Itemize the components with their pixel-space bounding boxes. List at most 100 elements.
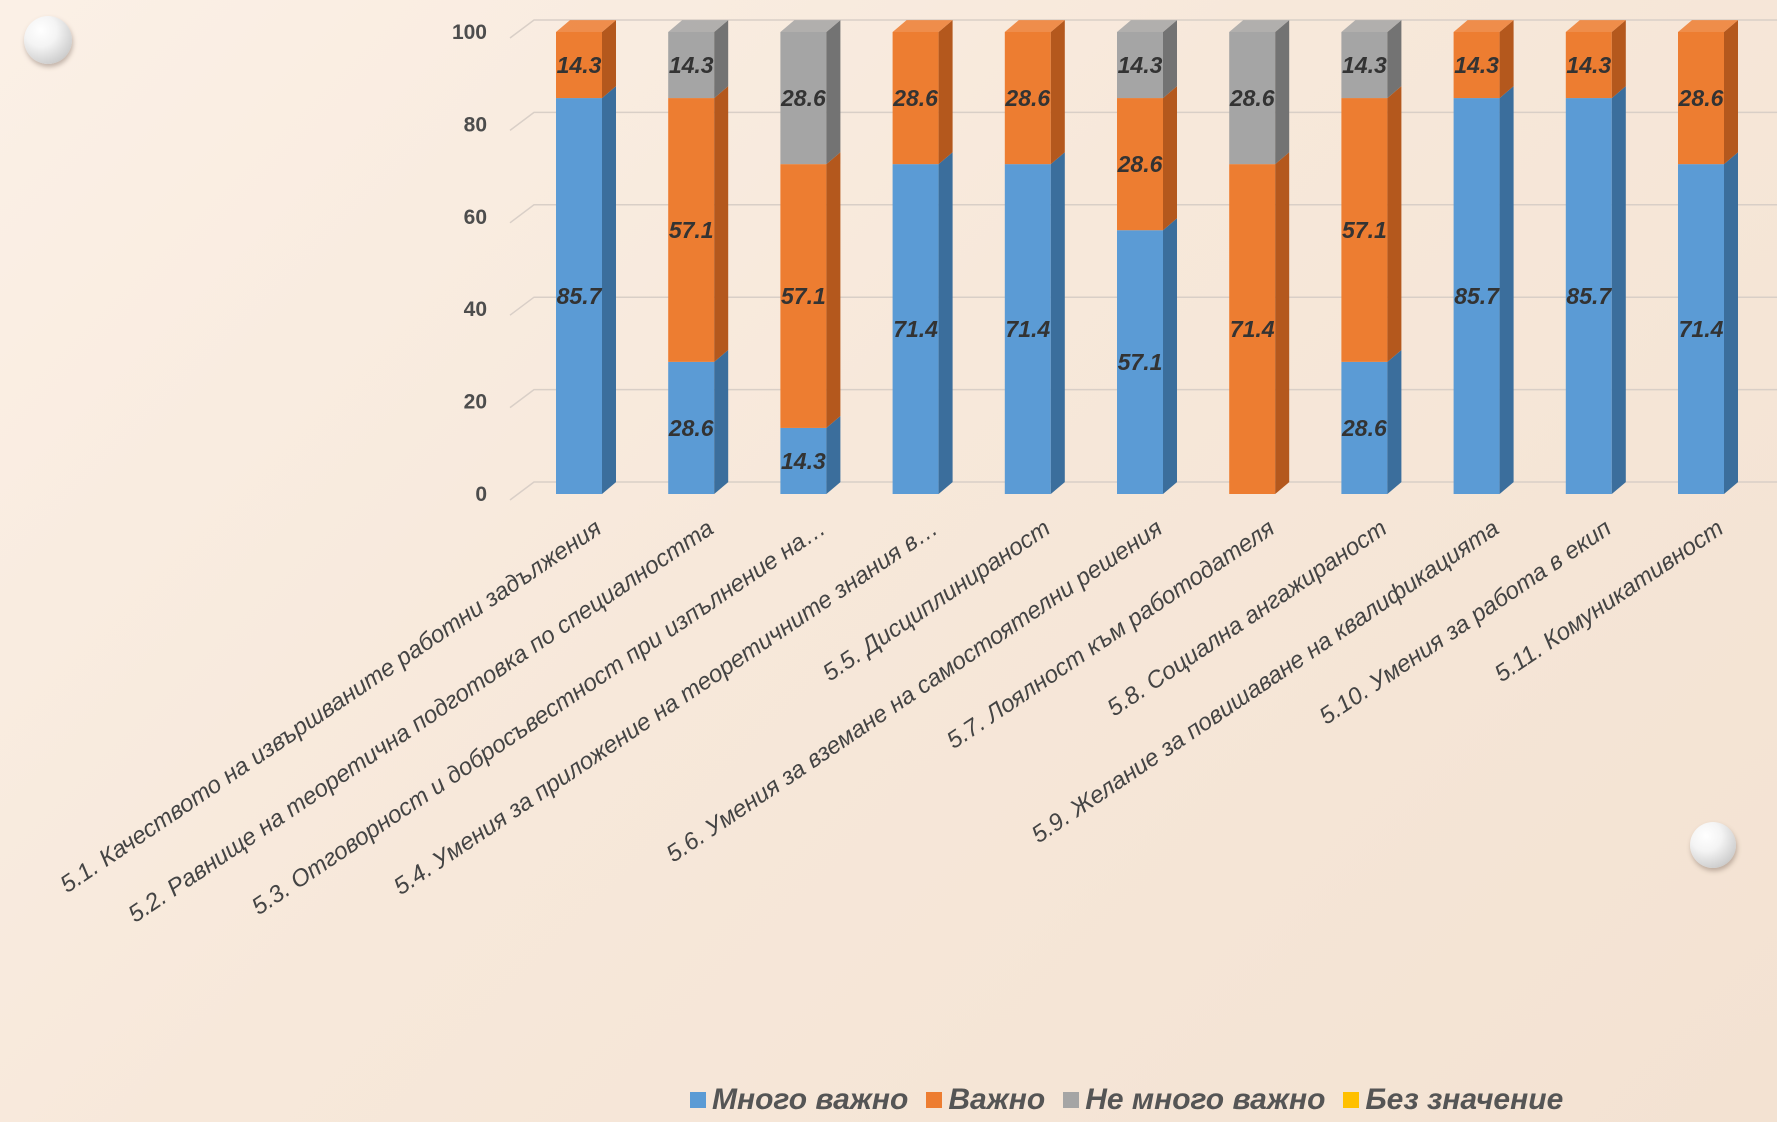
decorative-bubble-top-left bbox=[24, 16, 72, 64]
data-label: 28.6 bbox=[1117, 151, 1163, 177]
bar-segment-top bbox=[1565, 20, 1626, 32]
bar-segment-side bbox=[1163, 20, 1177, 99]
bar-segment-side bbox=[826, 152, 841, 428]
decorative-bubble-right bbox=[1690, 822, 1736, 868]
data-label: 57.1 bbox=[1118, 349, 1163, 375]
bar-segment-top bbox=[556, 20, 616, 32]
bars bbox=[556, 20, 1738, 494]
legend-label: Много важно bbox=[712, 1083, 909, 1116]
legend-item: Без значение bbox=[1343, 1083, 1563, 1117]
bar-segment bbox=[668, 32, 715, 99]
bar-segment bbox=[668, 361, 715, 494]
bar-segment-top bbox=[1453, 20, 1514, 32]
bar-segment bbox=[780, 32, 827, 165]
data-label: 85.7 bbox=[1566, 283, 1612, 309]
data-label: 28.6 bbox=[1004, 85, 1050, 111]
bar-segment-side bbox=[1275, 20, 1290, 165]
bar-segment bbox=[1341, 361, 1388, 494]
bar-segment-side bbox=[714, 86, 729, 362]
data-label: 28.6 bbox=[1341, 415, 1387, 441]
bar-segment bbox=[1229, 164, 1276, 494]
data-label: 57.1 bbox=[1342, 217, 1387, 243]
bar-segment bbox=[1341, 32, 1388, 99]
y-tick-label: 80 bbox=[464, 113, 487, 136]
y-tick-label: 60 bbox=[464, 206, 487, 229]
legend-label: Важно bbox=[948, 1083, 1046, 1116]
bar-segment-side bbox=[714, 20, 729, 99]
data-label: 14.3 bbox=[781, 448, 826, 474]
bar-segment bbox=[556, 32, 602, 99]
bar-segment bbox=[1117, 98, 1163, 231]
bar-segment-side bbox=[1050, 20, 1065, 165]
bar-segment-side bbox=[938, 20, 953, 165]
legend-item: Важно bbox=[926, 1083, 1045, 1117]
data-label: 14.3 bbox=[1566, 52, 1611, 78]
bar-segment-top bbox=[1678, 20, 1738, 32]
bar-segment bbox=[556, 98, 602, 494]
legend-item: Много важно bbox=[690, 1083, 908, 1117]
data-label: 28.6 bbox=[668, 415, 714, 441]
legend-swatch bbox=[1343, 1092, 1360, 1108]
legend-item: Не много важно bbox=[1063, 1083, 1325, 1117]
bar-segment-top bbox=[1004, 20, 1065, 32]
data-label: 71.4 bbox=[1679, 316, 1724, 342]
data-labels: 85.7 14.3 28.6 57.1 14.3 14.3 57.1 28.6 71.4 28.6… bbox=[557, 52, 1724, 474]
legend-swatch bbox=[926, 1092, 943, 1108]
bar-segment bbox=[1565, 32, 1612, 99]
bar-segment bbox=[1341, 98, 1388, 362]
data-label: 28.6 bbox=[1678, 85, 1724, 111]
bar-segment-side bbox=[1499, 86, 1514, 494]
bar-segment-side bbox=[1163, 218, 1177, 494]
y-tick-label: 100 bbox=[452, 21, 487, 44]
legend-swatch bbox=[1063, 1092, 1080, 1108]
data-label: 71.4 bbox=[893, 316, 938, 342]
bar-segment-top bbox=[668, 20, 729, 32]
bar-segment bbox=[1117, 32, 1163, 99]
data-label: 14.3 bbox=[669, 52, 714, 78]
data-label: 14.3 bbox=[1342, 52, 1387, 78]
data-label: 71.4 bbox=[1005, 316, 1050, 342]
bar-segment bbox=[892, 164, 939, 494]
data-label: 85.7 bbox=[557, 283, 603, 309]
bar-segment bbox=[780, 164, 827, 428]
bar-segment-side bbox=[1611, 86, 1626, 494]
y-axis-ticks: 0 20 40 60 80 100 bbox=[452, 21, 487, 506]
y-tick-label: 20 bbox=[464, 391, 487, 414]
bar-segment bbox=[1229, 32, 1276, 165]
bar-segment bbox=[1117, 230, 1163, 494]
data-label: 14.3 bbox=[1118, 52, 1163, 78]
y-tick-label: 40 bbox=[464, 298, 487, 321]
bar-segment bbox=[1453, 32, 1500, 99]
bar-segment-side bbox=[1163, 86, 1177, 231]
category-labels: 5.1. Качеството на извършваните работни … bbox=[55, 514, 1728, 928]
bar-segment bbox=[1678, 164, 1724, 494]
bar-segment-side bbox=[1724, 152, 1738, 494]
data-label: 28.6 bbox=[892, 85, 938, 111]
bar-segment-top bbox=[1341, 20, 1402, 32]
data-label: 28.6 bbox=[780, 85, 826, 111]
bar-segment-side bbox=[1724, 20, 1738, 165]
bar-segment-side bbox=[826, 416, 841, 494]
gridline bbox=[509, 19, 1777, 39]
bar-segment bbox=[1004, 164, 1051, 494]
data-label: 14.3 bbox=[557, 52, 602, 78]
bar-segment-side bbox=[938, 152, 953, 494]
bar-segment-top bbox=[780, 20, 841, 32]
bar-segment-top bbox=[1117, 20, 1177, 32]
bar-segment bbox=[1565, 98, 1612, 494]
bar-segment bbox=[892, 32, 939, 165]
data-label: 14.3 bbox=[1454, 52, 1499, 78]
bar-segment-top bbox=[892, 20, 953, 32]
legend-swatch bbox=[690, 1092, 706, 1108]
bar-segment bbox=[780, 427, 827, 494]
legend-label: Без значение bbox=[1365, 1083, 1564, 1116]
bar-segment bbox=[1678, 32, 1724, 165]
bar-segment-side bbox=[1611, 20, 1626, 99]
data-label: 85.7 bbox=[1454, 283, 1500, 309]
data-label: 57.1 bbox=[781, 283, 826, 309]
bar-segment-side bbox=[826, 20, 841, 165]
legend: Много важно Важно Не много важно Без значен… bbox=[690, 1082, 1563, 1118]
legend-label: Не много важно bbox=[1085, 1083, 1326, 1116]
bar-segment-side bbox=[1387, 86, 1402, 362]
